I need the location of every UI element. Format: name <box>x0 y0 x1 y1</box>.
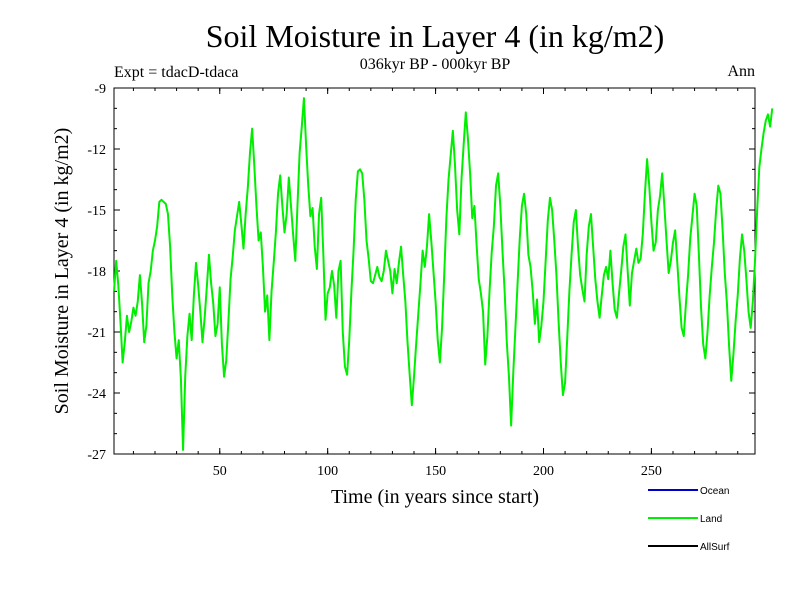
x-tick-label: 200 <box>533 464 554 479</box>
y-tick-label: -21 <box>87 326 106 341</box>
legend-label-ocean: Ocean <box>700 486 729 497</box>
series-group <box>113 97 774 451</box>
x-tick-label: 50 <box>213 464 227 479</box>
y-tick-label: -9 <box>94 82 106 97</box>
chart-subtitle: 036kyr BP - 000kyr BP <box>360 56 511 73</box>
y-axis-label: Soil Moisture in Layer 4 (in kg/m2) <box>51 128 73 415</box>
series-line-land <box>113 97 774 451</box>
legend: Ocean Land AllSurf <box>648 486 730 553</box>
y-tick-label: -24 <box>87 387 106 402</box>
experiment-label: Expt = tdacD-tdaca <box>114 64 239 81</box>
x-axis: 50 100 150 200 250 <box>132 88 739 479</box>
y-tick-label: -27 <box>87 448 106 463</box>
x-axis-label: Time (in years since start) <box>331 486 539 508</box>
y-tick-label: -18 <box>87 265 106 280</box>
y-tick-label: -12 <box>87 143 106 158</box>
x-tick-label: 100 <box>317 464 338 479</box>
season-label: Ann <box>727 63 755 80</box>
legend-label-allsurf: AllSurf <box>700 542 730 553</box>
x-tick-label: 250 <box>641 464 662 479</box>
y-tick-label: -15 <box>87 204 106 219</box>
legend-label-land: Land <box>700 514 722 525</box>
x-tick-label: 150 <box>425 464 446 479</box>
chart-title: Soil Moisture in Layer 4 (in kg/m2) <box>206 18 665 54</box>
